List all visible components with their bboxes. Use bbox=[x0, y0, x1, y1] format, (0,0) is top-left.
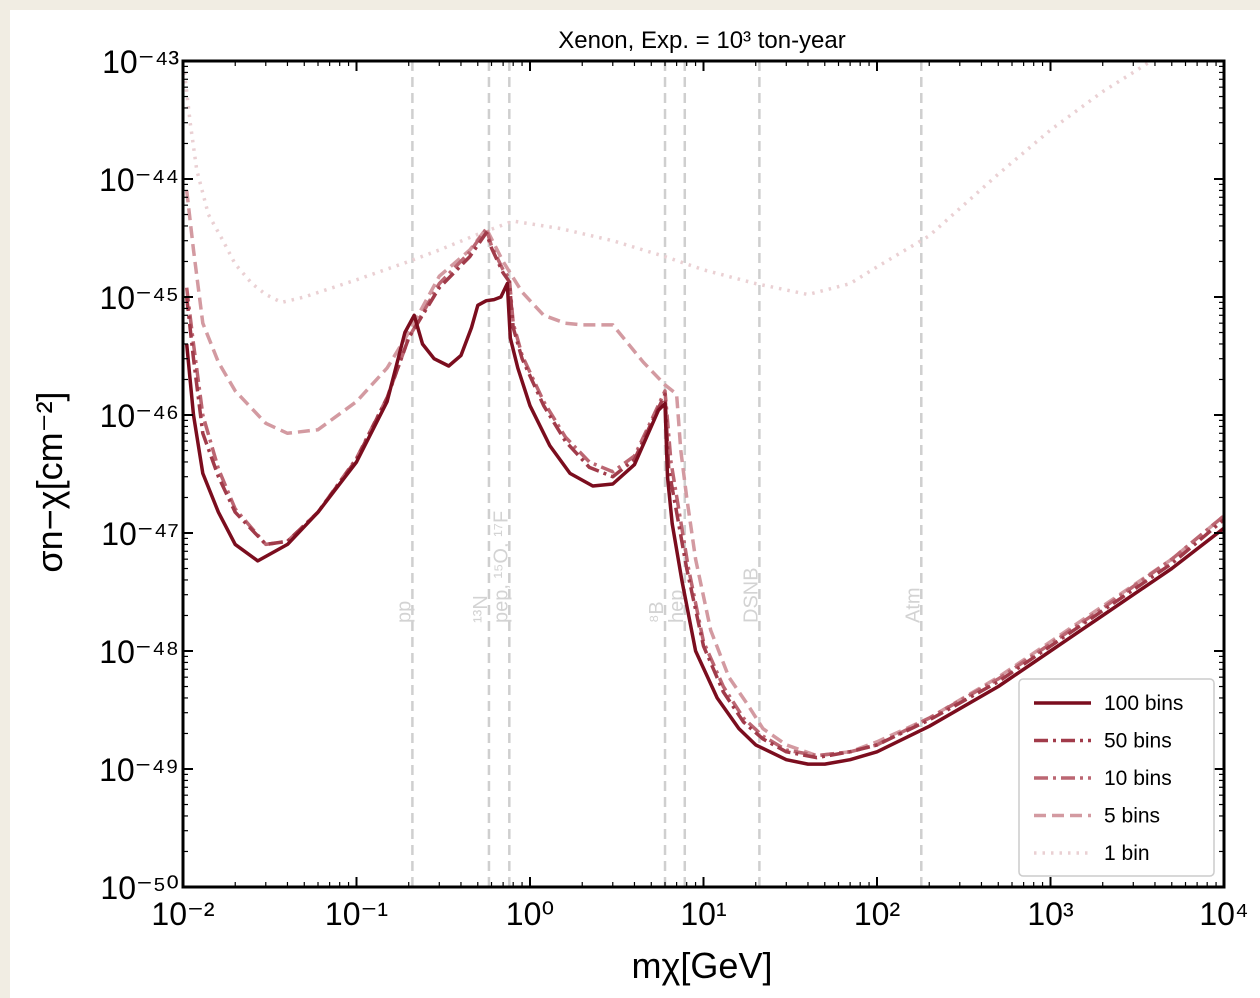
y-tick-label: 10⁻⁴³ bbox=[102, 44, 179, 80]
legend-label-4: 1 bin bbox=[1104, 842, 1150, 865]
legend-label-3: 5 bins bbox=[1104, 805, 1160, 828]
chart-figure: Xenon, Exp. = 10³ ton-year pp ¹³N pep, ¹⁵O… bbox=[10, 10, 1260, 998]
axis-ticks bbox=[182, 60, 1225, 888]
x-axis-label: mχ[GeV] bbox=[632, 945, 773, 986]
y-tick-label: 10⁻⁴⁸ bbox=[99, 634, 179, 670]
x-tick-label: 10⁻¹ bbox=[325, 896, 388, 932]
x-tick-label: 10² bbox=[854, 896, 901, 932]
ref-line-label-1: ¹³N bbox=[470, 595, 492, 623]
ref-line-label-4: hep bbox=[666, 590, 688, 623]
ref-line-label-3: ⁸B bbox=[646, 601, 668, 623]
y-tick-label: 10⁻⁵⁰ bbox=[100, 870, 179, 906]
y-tick-label: 10⁻⁴⁹ bbox=[99, 752, 179, 788]
legend-box bbox=[1018, 678, 1215, 877]
series-line-2 bbox=[184, 226, 1224, 758]
series-line-0 bbox=[184, 281, 1224, 766]
series-line-4 bbox=[183, 61, 1153, 305]
x-tick-label: 10¹ bbox=[680, 896, 726, 932]
ref-line-label-0: pp bbox=[393, 601, 415, 623]
y-tick-label: 10⁻⁴⁷ bbox=[101, 516, 179, 552]
y-axis-label: σn−χ[cm⁻²] bbox=[29, 391, 70, 572]
ref-line-label-5: DSNB bbox=[740, 567, 762, 623]
x-tick-label: 10⁴ bbox=[1199, 896, 1248, 932]
legend-label-2: 10 bins bbox=[1104, 767, 1172, 790]
chart-title: Xenon, Exp. = 10³ ton-year bbox=[558, 27, 846, 54]
legend-label-1: 50 bins bbox=[1104, 730, 1172, 753]
series-layer bbox=[183, 61, 1224, 766]
ref-line-label-6: Atm bbox=[902, 587, 924, 623]
ref-line-label-2: pep, ¹⁵O, ¹⁷F bbox=[490, 511, 512, 623]
y-tick-label: 10⁻⁴⁵ bbox=[100, 280, 180, 316]
y-tick-label: 10⁻⁴⁶ bbox=[100, 398, 179, 434]
x-tick-label: 10³ bbox=[1027, 896, 1074, 932]
x-tick-label: 10⁻² bbox=[151, 896, 214, 932]
legend: 100 bins 50 bins 10 bins 5 bins 1 bin bbox=[1018, 678, 1215, 877]
legend-label-0: 100 bins bbox=[1104, 692, 1183, 715]
y-tick-labels: 10⁻⁵⁰ 10⁻⁴⁹ 10⁻⁴⁸ 10⁻⁴⁷ 10⁻⁴⁶ 10⁻⁴⁵ 10⁻⁴⁴ 10⁻⁴³ bbox=[99, 44, 179, 906]
x-tick-label: 10⁰ bbox=[506, 896, 554, 932]
x-tick-labels: 10⁻² 10⁻¹ 10⁰ 10¹ 10² 10³ 10⁴ bbox=[151, 896, 1248, 932]
y-tick-label: 10⁻⁴⁴ bbox=[99, 162, 179, 198]
